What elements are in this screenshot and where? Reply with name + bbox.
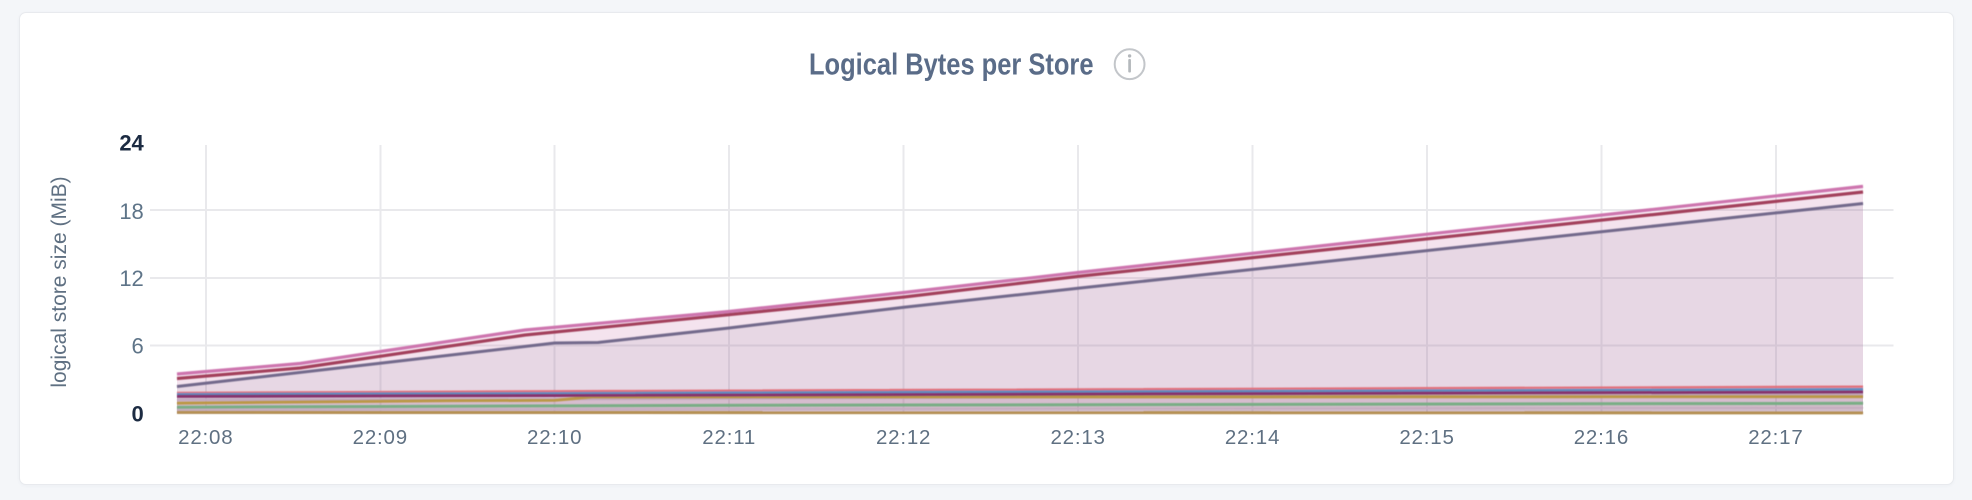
svg-text:22:15: 22:15 [1399, 426, 1454, 449]
svg-text:22:10: 22:10 [527, 426, 582, 449]
svg-text:Logical Bytes per Store: Logical Bytes per Store [809, 48, 1094, 82]
svg-text:22:08: 22:08 [178, 426, 233, 449]
svg-text:22:13: 22:13 [1050, 426, 1105, 449]
svg-text:22:09: 22:09 [353, 426, 408, 449]
svg-text:22:17: 22:17 [1748, 426, 1803, 449]
svg-text:22:16: 22:16 [1574, 426, 1629, 449]
svg-text:22:14: 22:14 [1225, 426, 1280, 449]
svg-text:22:11: 22:11 [702, 426, 756, 449]
svg-text:logical store size (MiB): logical store size (MiB) [48, 176, 71, 387]
svg-text:24: 24 [119, 130, 144, 155]
svg-text:12: 12 [119, 266, 143, 291]
svg-text:6: 6 [132, 334, 144, 359]
svg-text:0: 0 [132, 401, 144, 426]
svg-text:22:12: 22:12 [876, 426, 931, 449]
svg-text:18: 18 [119, 199, 143, 224]
